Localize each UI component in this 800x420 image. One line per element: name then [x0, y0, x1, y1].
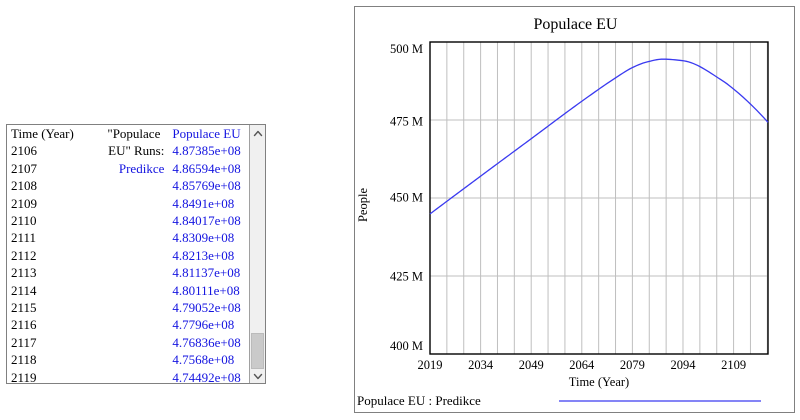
- svg-text:475 M: 475 M: [390, 115, 423, 129]
- svg-text:Populace EU : Predikce: Populace EU : Predikce: [357, 393, 481, 408]
- svg-text:2064: 2064: [569, 358, 595, 372]
- svg-text:500 M: 500 M: [390, 42, 423, 56]
- svg-text:2049: 2049: [519, 358, 544, 372]
- svg-text:450 M: 450 M: [390, 191, 423, 205]
- svg-text:2109: 2109: [721, 358, 746, 372]
- svg-text:2034: 2034: [468, 358, 494, 372]
- svg-text:400 M: 400 M: [390, 339, 423, 353]
- svg-text:Time (Year): Time (Year): [569, 375, 629, 389]
- svg-text:2094: 2094: [671, 358, 697, 372]
- svg-text:2019: 2019: [418, 358, 443, 372]
- svg-text:2079: 2079: [620, 358, 645, 372]
- svg-text:People: People: [356, 188, 370, 222]
- svg-text:425 M: 425 M: [390, 270, 423, 284]
